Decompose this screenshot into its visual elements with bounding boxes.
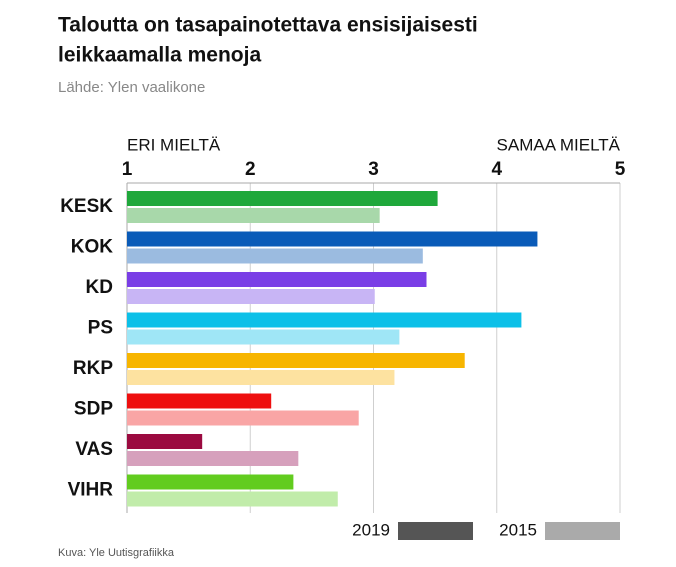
bar [127, 491, 338, 507]
bar [127, 289, 375, 304]
chart-title: Taloutta on tasapainotettava ensisijaise… [58, 14, 478, 37]
x-tick-label: 1 [122, 159, 133, 180]
legend-label: 2015 [499, 520, 537, 539]
axis-annotation: ERI MIELTÄ [127, 135, 221, 154]
bar [127, 474, 294, 490]
axis-annotation: SAMAA MIELTÄ [497, 135, 621, 154]
chart-title: leikkaamalla menoja [58, 44, 261, 67]
bar [127, 370, 395, 385]
bar [127, 208, 380, 223]
y-tick-label: VIHR [68, 480, 114, 501]
bar [127, 231, 538, 247]
y-tick-label: SDP [74, 399, 113, 420]
bar [127, 312, 522, 328]
x-tick-label: 4 [491, 159, 502, 180]
legend-swatch [398, 522, 473, 540]
bar [127, 248, 423, 264]
y-tick-label: RKP [73, 358, 113, 379]
legend-swatch [545, 522, 620, 540]
y-tick-label: KOK [71, 237, 114, 258]
y-tick-label: PS [88, 318, 113, 339]
source: Kuva: Yle Uutisgrafiikka [58, 547, 175, 559]
x-tick-label: 3 [368, 159, 379, 180]
bar [127, 451, 299, 466]
subtitle: Lähde: Ylen vaalikone [58, 79, 205, 96]
bar [127, 191, 438, 206]
x-tick-label: 2 [245, 159, 256, 180]
legend-label: 2019 [352, 520, 390, 539]
bar [127, 434, 203, 449]
y-tick-label: VAS [75, 439, 113, 460]
y-tick-label: KESK [60, 196, 113, 217]
bar [127, 393, 272, 409]
y-tick-label: KD [86, 277, 113, 298]
bar [127, 272, 427, 287]
x-tick-label: 5 [615, 159, 626, 180]
bar [127, 329, 400, 345]
bar [127, 353, 465, 368]
bar [127, 410, 359, 426]
